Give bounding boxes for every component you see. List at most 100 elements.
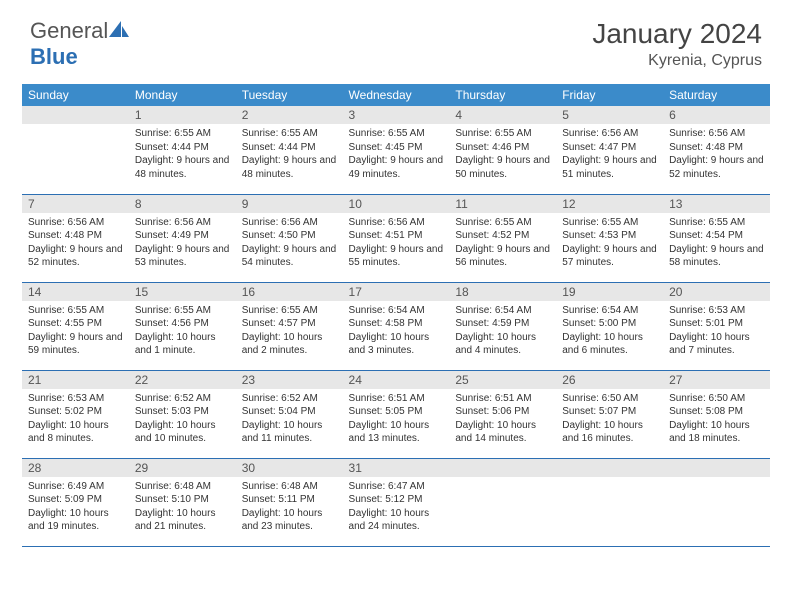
daylight-text: Daylight: 9 hours and 57 minutes. [562,243,657,270]
daylight-text: Daylight: 10 hours and 19 minutes. [28,507,123,534]
day-number: 16 [236,283,343,301]
sunset-text: Sunset: 5:10 PM [135,493,230,507]
sunset-text: Sunset: 4:50 PM [242,229,337,243]
calendar-cell: 3Sunrise: 6:55 AMSunset: 4:45 PMDaylight… [343,106,450,194]
sunrise-text: Sunrise: 6:55 AM [669,216,764,230]
calendar-body: 1Sunrise: 6:55 AMSunset: 4:44 PMDaylight… [22,106,770,546]
day-number: 4 [449,106,556,124]
calendar-table: SundayMondayTuesdayWednesdayThursdayFrid… [22,84,770,547]
calendar-cell: 18Sunrise: 6:54 AMSunset: 4:59 PMDayligh… [449,282,556,370]
day-number: 22 [129,371,236,389]
brand-logo: GeneralBlue [30,18,130,70]
calendar-cell [22,106,129,194]
sunset-text: Sunset: 5:01 PM [669,317,764,331]
sunrise-text: Sunrise: 6:50 AM [562,392,657,406]
day-number: 25 [449,371,556,389]
day-info: Sunrise: 6:48 AMSunset: 5:11 PMDaylight:… [236,477,343,540]
day-number: 11 [449,195,556,213]
sunset-text: Sunset: 4:45 PM [349,141,444,155]
calendar-cell: 4Sunrise: 6:55 AMSunset: 4:46 PMDaylight… [449,106,556,194]
day-number: 29 [129,459,236,477]
sunrise-text: Sunrise: 6:55 AM [562,216,657,230]
sunrise-text: Sunrise: 6:56 AM [349,216,444,230]
header: GeneralBlue January 2024 Kyrenia, Cyprus [0,0,792,78]
sunset-text: Sunset: 5:12 PM [349,493,444,507]
day-info: Sunrise: 6:56 AMSunset: 4:51 PMDaylight:… [343,213,450,276]
day-info: Sunrise: 6:55 AMSunset: 4:46 PMDaylight:… [449,124,556,187]
day-number: 9 [236,195,343,213]
day-info: Sunrise: 6:56 AMSunset: 4:48 PMDaylight:… [663,124,770,187]
sunrise-text: Sunrise: 6:53 AM [28,392,123,406]
day-number: 28 [22,459,129,477]
day-info: Sunrise: 6:56 AMSunset: 4:49 PMDaylight:… [129,213,236,276]
day-info: Sunrise: 6:55 AMSunset: 4:44 PMDaylight:… [129,124,236,187]
day-info: Sunrise: 6:55 AMSunset: 4:55 PMDaylight:… [22,301,129,364]
day-info: Sunrise: 6:54 AMSunset: 4:58 PMDaylight:… [343,301,450,364]
sunset-text: Sunset: 4:44 PM [135,141,230,155]
sunset-text: Sunset: 5:05 PM [349,405,444,419]
day-info: Sunrise: 6:55 AMSunset: 4:45 PMDaylight:… [343,124,450,187]
daylight-text: Daylight: 10 hours and 2 minutes. [242,331,337,358]
day-info: Sunrise: 6:55 AMSunset: 4:56 PMDaylight:… [129,301,236,364]
day-number: 3 [343,106,450,124]
day-number: 27 [663,371,770,389]
daylight-text: Daylight: 10 hours and 1 minute. [135,331,230,358]
day-number: 2 [236,106,343,124]
calendar-cell: 15Sunrise: 6:55 AMSunset: 4:56 PMDayligh… [129,282,236,370]
sunset-text: Sunset: 5:08 PM [669,405,764,419]
daylight-text: Daylight: 9 hours and 51 minutes. [562,154,657,181]
daylight-text: Daylight: 10 hours and 21 minutes. [135,507,230,534]
calendar-cell: 30Sunrise: 6:48 AMSunset: 5:11 PMDayligh… [236,458,343,546]
sunrise-text: Sunrise: 6:55 AM [242,304,337,318]
sunrise-text: Sunrise: 6:55 AM [349,127,444,141]
day-number: 31 [343,459,450,477]
day-info: Sunrise: 6:54 AMSunset: 5:00 PMDaylight:… [556,301,663,364]
sunset-text: Sunset: 5:11 PM [242,493,337,507]
daylight-text: Daylight: 10 hours and 14 minutes. [455,419,550,446]
day-info: Sunrise: 6:52 AMSunset: 5:04 PMDaylight:… [236,389,343,452]
sail-icon [108,20,130,38]
day-info: Sunrise: 6:55 AMSunset: 4:52 PMDaylight:… [449,213,556,276]
day-info: Sunrise: 6:49 AMSunset: 5:09 PMDaylight:… [22,477,129,540]
calendar-cell: 22Sunrise: 6:52 AMSunset: 5:03 PMDayligh… [129,370,236,458]
day-info: Sunrise: 6:53 AMSunset: 5:02 PMDaylight:… [22,389,129,452]
day-number: 12 [556,195,663,213]
day-header: Saturday [663,84,770,106]
day-info: Sunrise: 6:56 AMSunset: 4:47 PMDaylight:… [556,124,663,187]
daylight-text: Daylight: 10 hours and 18 minutes. [669,419,764,446]
day-header: Monday [129,84,236,106]
day-header: Sunday [22,84,129,106]
sunset-text: Sunset: 4:48 PM [28,229,123,243]
daylight-text: Daylight: 9 hours and 54 minutes. [242,243,337,270]
sunset-text: Sunset: 5:04 PM [242,405,337,419]
sunset-text: Sunset: 5:03 PM [135,405,230,419]
sunrise-text: Sunrise: 6:56 AM [562,127,657,141]
calendar-cell: 26Sunrise: 6:50 AMSunset: 5:07 PMDayligh… [556,370,663,458]
day-number [556,459,663,477]
daylight-text: Daylight: 10 hours and 6 minutes. [562,331,657,358]
sunset-text: Sunset: 5:06 PM [455,405,550,419]
day-number: 20 [663,283,770,301]
day-number [22,106,129,124]
day-number: 15 [129,283,236,301]
sunset-text: Sunset: 4:59 PM [455,317,550,331]
sunset-text: Sunset: 5:00 PM [562,317,657,331]
calendar-cell: 2Sunrise: 6:55 AMSunset: 4:44 PMDaylight… [236,106,343,194]
day-header: Friday [556,84,663,106]
sunrise-text: Sunrise: 6:56 AM [669,127,764,141]
calendar-cell: 9Sunrise: 6:56 AMSunset: 4:50 PMDaylight… [236,194,343,282]
calendar-cell [449,458,556,546]
sunset-text: Sunset: 4:57 PM [242,317,337,331]
daylight-text: Daylight: 10 hours and 7 minutes. [669,331,764,358]
sunrise-text: Sunrise: 6:56 AM [135,216,230,230]
calendar-cell: 29Sunrise: 6:48 AMSunset: 5:10 PMDayligh… [129,458,236,546]
daylight-text: Daylight: 10 hours and 4 minutes. [455,331,550,358]
calendar-cell: 13Sunrise: 6:55 AMSunset: 4:54 PMDayligh… [663,194,770,282]
calendar-cell: 21Sunrise: 6:53 AMSunset: 5:02 PMDayligh… [22,370,129,458]
day-number: 19 [556,283,663,301]
calendar-week: 7Sunrise: 6:56 AMSunset: 4:48 PMDaylight… [22,194,770,282]
day-number [449,459,556,477]
daylight-text: Daylight: 9 hours and 48 minutes. [135,154,230,181]
daylight-text: Daylight: 9 hours and 50 minutes. [455,154,550,181]
daylight-text: Daylight: 9 hours and 52 minutes. [28,243,123,270]
